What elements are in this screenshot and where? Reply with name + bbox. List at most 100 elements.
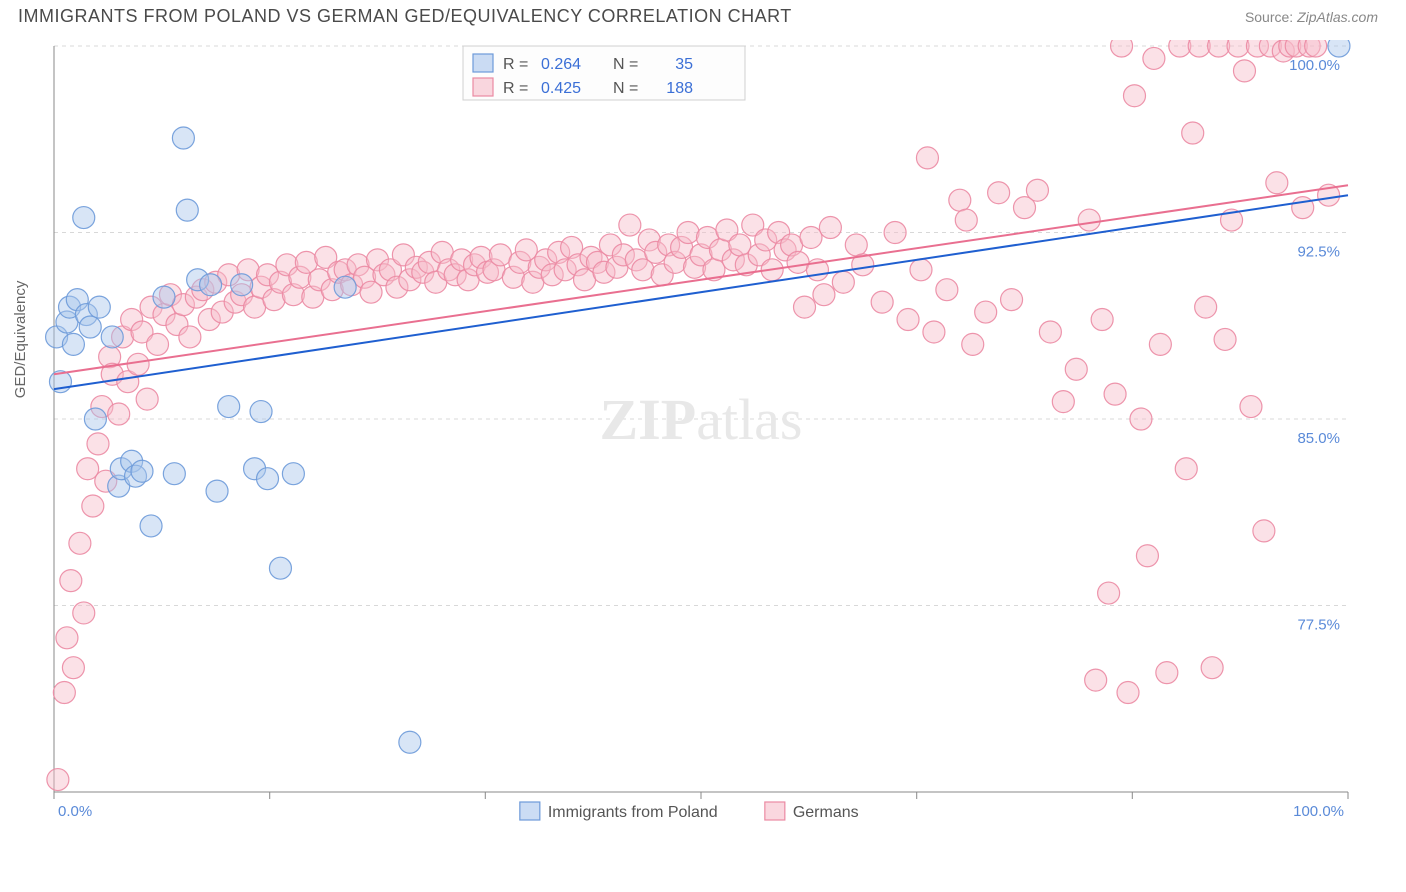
scatter-point-germans <box>1156 662 1178 684</box>
bottom-legend-swatch <box>520 802 540 820</box>
scatter-point-germans <box>1208 40 1230 57</box>
bottom-legend-swatch <box>765 802 785 820</box>
scatter-point-germans <box>1117 682 1139 704</box>
scatter-point-germans <box>1078 209 1100 231</box>
scatter-point-germans <box>1026 179 1048 201</box>
correlation-scatter-chart: 77.5%85.0%92.5%100.0%ZIPatlas0.0%100.0%R… <box>18 40 1358 840</box>
scatter-point-poland <box>101 326 123 348</box>
scatter-point-germans <box>845 234 867 256</box>
scatter-point-poland <box>79 316 101 338</box>
legend-r-value: 0.425 <box>541 80 581 97</box>
scatter-point-germans <box>936 279 958 301</box>
legend-swatch <box>473 54 493 72</box>
legend-n-value: 35 <box>675 56 693 73</box>
scatter-point-poland <box>88 296 110 318</box>
scatter-point-germans <box>729 234 751 256</box>
legend-n-label: N = <box>613 56 638 73</box>
scatter-point-germans <box>1052 391 1074 413</box>
scatter-point-poland <box>62 333 84 355</box>
scatter-point-poland <box>231 274 253 296</box>
scatter-point-poland <box>73 207 95 229</box>
scatter-point-germans <box>56 627 78 649</box>
scatter-point-germans <box>147 333 169 355</box>
scatter-point-poland <box>218 396 240 418</box>
scatter-point-germans <box>1136 545 1158 567</box>
scatter-point-germans <box>1098 582 1120 604</box>
scatter-point-germans <box>949 189 971 211</box>
scatter-point-germans <box>988 182 1010 204</box>
scatter-point-germans <box>136 388 158 410</box>
scatter-point-germans <box>1240 396 1262 418</box>
scatter-point-germans <box>884 222 906 244</box>
scatter-point-germans <box>489 244 511 266</box>
scatter-point-germans <box>108 403 130 425</box>
scatter-point-poland <box>1328 40 1350 57</box>
scatter-point-poland <box>200 274 222 296</box>
scatter-point-poland <box>269 557 291 579</box>
scatter-point-poland <box>153 286 175 308</box>
scatter-point-germans <box>1253 520 1275 542</box>
scatter-point-poland <box>176 199 198 221</box>
scatter-point-germans <box>916 147 938 169</box>
scatter-point-germans <box>1227 40 1249 57</box>
scatter-point-germans <box>244 296 266 318</box>
scatter-point-germans <box>1266 172 1288 194</box>
scatter-point-germans <box>60 570 82 592</box>
scatter-point-germans <box>813 284 835 306</box>
scatter-point-poland <box>140 515 162 537</box>
scatter-point-germans <box>677 222 699 244</box>
source-value: ZipAtlas.com <box>1297 9 1378 25</box>
y-tick-label: 77.5% <box>1297 617 1340 634</box>
scatter-point-poland <box>163 463 185 485</box>
scatter-point-germans <box>1111 40 1133 57</box>
scatter-point-germans <box>910 259 932 281</box>
scatter-point-germans <box>923 321 945 343</box>
scatter-point-poland <box>84 408 106 430</box>
scatter-point-germans <box>962 333 984 355</box>
scatter-point-germans <box>179 326 201 348</box>
scatter-point-germans <box>1104 383 1126 405</box>
legend-swatch <box>473 78 493 96</box>
source-label: Source: <box>1245 9 1293 25</box>
scatter-point-poland <box>282 463 304 485</box>
scatter-point-germans <box>1130 408 1152 430</box>
scatter-point-germans <box>1123 85 1145 107</box>
scatter-point-germans <box>53 682 75 704</box>
y-tick-label: 92.5% <box>1297 244 1340 261</box>
scatter-point-poland <box>250 401 272 423</box>
scatter-point-germans <box>87 433 109 455</box>
scatter-point-germans <box>69 532 91 554</box>
scatter-point-germans <box>1175 458 1197 480</box>
scatter-point-germans <box>1201 657 1223 679</box>
chart-title: IMMIGRANTS FROM POLAND VS GERMAN GED/EQU… <box>18 6 792 27</box>
scatter-point-germans <box>800 226 822 248</box>
scatter-point-germans <box>794 296 816 318</box>
scatter-point-germans <box>897 309 919 331</box>
y-tick-label: 85.0% <box>1297 430 1340 447</box>
scatter-point-germans <box>82 495 104 517</box>
scatter-point-germans <box>73 602 95 624</box>
scatter-point-germans <box>1149 333 1171 355</box>
legend-n-value: 188 <box>666 80 693 97</box>
source-attribution: Source: ZipAtlas.com <box>1245 9 1388 25</box>
scatter-point-germans <box>1085 669 1107 691</box>
scatter-point-poland <box>131 460 153 482</box>
scatter-point-germans <box>1091 309 1113 331</box>
legend-n-label: N = <box>613 80 638 97</box>
x-tick-label: 0.0% <box>58 803 92 820</box>
scatter-point-germans <box>1001 289 1023 311</box>
scatter-point-germans <box>127 353 149 375</box>
scatter-point-poland <box>399 731 421 753</box>
bottom-legend-label: Immigrants from Poland <box>548 804 718 821</box>
scatter-point-poland <box>206 480 228 502</box>
legend-r-label: R = <box>503 80 528 97</box>
scatter-point-germans <box>1039 321 1061 343</box>
scatter-point-germans <box>1188 40 1210 57</box>
y-tick-label: 100.0% <box>1289 57 1340 74</box>
scatter-point-germans <box>787 251 809 273</box>
scatter-point-poland <box>257 468 279 490</box>
watermark: ZIPatlas <box>600 387 803 452</box>
scatter-point-germans <box>1214 328 1236 350</box>
scatter-point-germans <box>832 271 854 293</box>
scatter-point-germans <box>975 301 997 323</box>
